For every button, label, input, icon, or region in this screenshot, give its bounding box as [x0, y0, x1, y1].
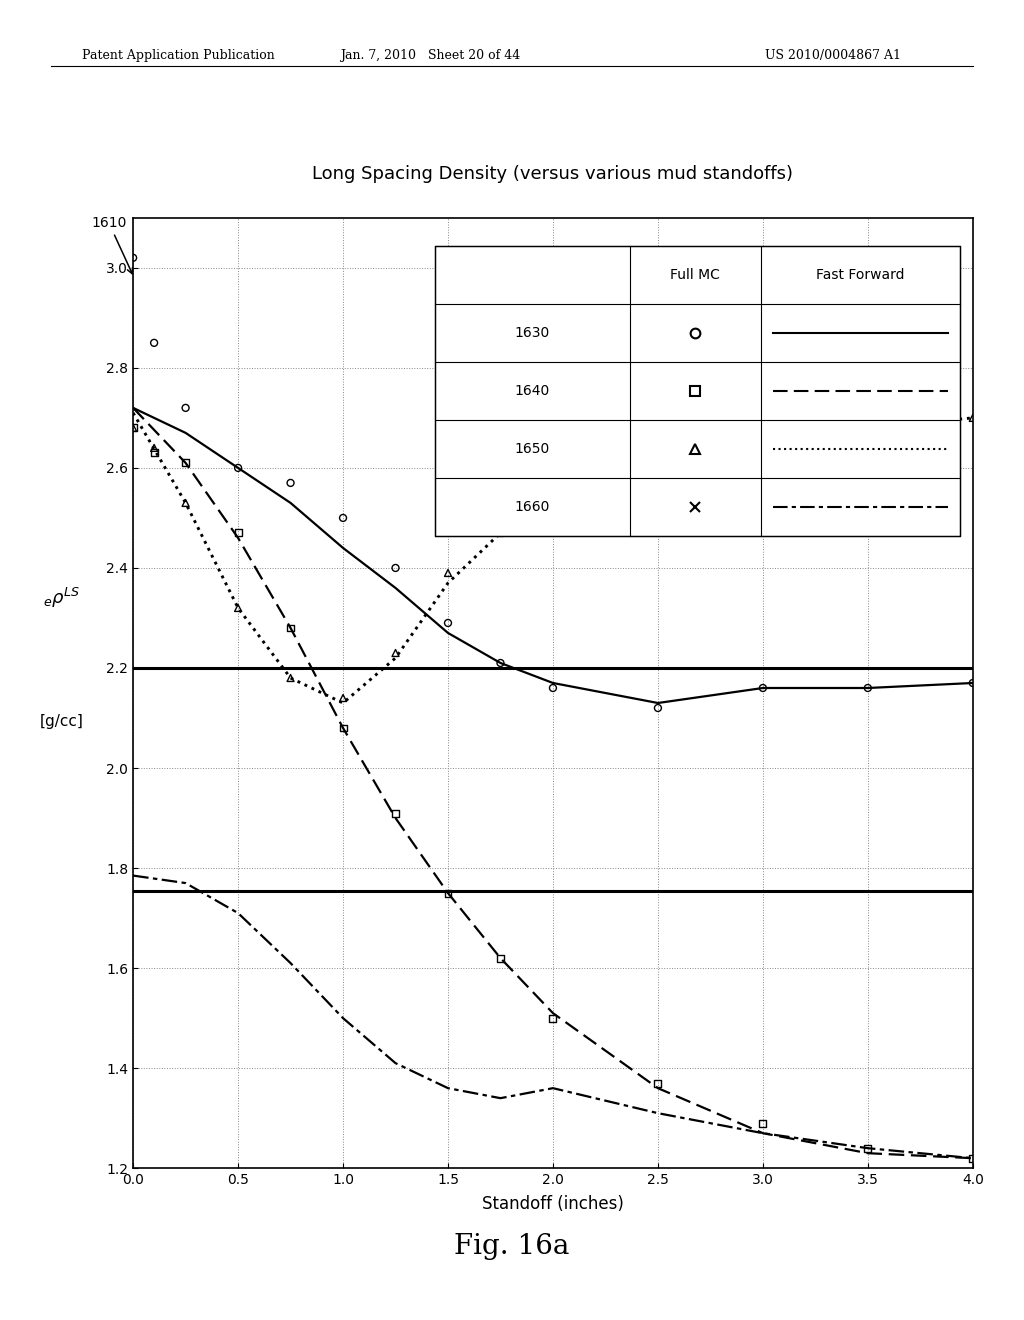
- Point: [335, 507, 351, 528]
- Point: [493, 523, 509, 544]
- Point: [545, 482, 561, 503]
- Point: [283, 473, 299, 494]
- Point: [965, 408, 981, 429]
- Point: [177, 492, 194, 513]
- Point: [387, 1052, 403, 1073]
- Point: [283, 668, 299, 689]
- Point: [145, 873, 162, 894]
- Point: [335, 1007, 351, 1028]
- Point: [859, 677, 876, 698]
- Point: [387, 557, 403, 578]
- Point: [125, 867, 141, 888]
- Point: [145, 442, 162, 463]
- Bar: [435, 247, 961, 536]
- Point: [283, 957, 299, 978]
- Point: [229, 908, 246, 929]
- Point: [965, 1147, 981, 1168]
- Point: [493, 948, 509, 969]
- Point: [755, 433, 771, 454]
- Text: 1640: 1640: [515, 384, 550, 399]
- Text: US 2010/0004867 A1: US 2010/0004867 A1: [765, 49, 901, 62]
- Point: [335, 718, 351, 739]
- Text: 1630: 1630: [515, 326, 550, 341]
- Point: [440, 612, 457, 634]
- Point: [177, 453, 194, 474]
- Point: [387, 643, 403, 664]
- Text: 1650: 1650: [515, 442, 550, 457]
- Point: [965, 672, 981, 693]
- Point: [965, 1147, 981, 1168]
- Point: [649, 447, 666, 469]
- Text: [g/cc]: [g/cc]: [40, 714, 84, 729]
- Text: Jan. 7, 2010   Sheet 20 of 44: Jan. 7, 2010 Sheet 20 of 44: [340, 49, 520, 62]
- Text: Fast Forward: Fast Forward: [816, 268, 905, 282]
- Point: [177, 397, 194, 418]
- Point: [493, 652, 509, 673]
- Point: [859, 417, 876, 438]
- Text: 1610: 1610: [91, 215, 132, 273]
- Point: [440, 1077, 457, 1098]
- Point: [125, 417, 141, 438]
- Text: Patent Application Publication: Patent Application Publication: [82, 49, 274, 62]
- Point: [145, 333, 162, 354]
- Point: [545, 1073, 561, 1094]
- Point: [387, 803, 403, 824]
- Title: Long Spacing Density (versus various mud standoffs): Long Spacing Density (versus various mud…: [312, 165, 794, 183]
- Text: Full MC: Full MC: [671, 268, 720, 282]
- Point: [755, 1113, 771, 1134]
- Text: $_{e}\rho^{LS}$: $_{e}\rho^{LS}$: [43, 586, 81, 610]
- Point: [229, 457, 246, 478]
- Point: [545, 677, 561, 698]
- Point: [283, 618, 299, 639]
- Point: [649, 1073, 666, 1094]
- Point: [859, 1138, 876, 1159]
- Point: [145, 437, 162, 458]
- Point: [755, 677, 771, 698]
- Point: [440, 883, 457, 904]
- Point: [649, 1102, 666, 1123]
- Point: [125, 417, 141, 438]
- Point: [229, 523, 246, 544]
- Point: [125, 247, 141, 268]
- Point: [177, 878, 194, 899]
- Point: [545, 1007, 561, 1028]
- Text: Fig. 16a: Fig. 16a: [455, 1233, 569, 1259]
- Point: [229, 598, 246, 619]
- Point: [859, 1138, 876, 1159]
- Text: 1660: 1660: [515, 500, 550, 515]
- X-axis label: Standoff (inches): Standoff (inches): [482, 1196, 624, 1213]
- Point: [649, 697, 666, 718]
- Point: [755, 1122, 771, 1143]
- Point: [440, 562, 457, 583]
- Point: [335, 688, 351, 709]
- Point: [493, 1082, 509, 1104]
